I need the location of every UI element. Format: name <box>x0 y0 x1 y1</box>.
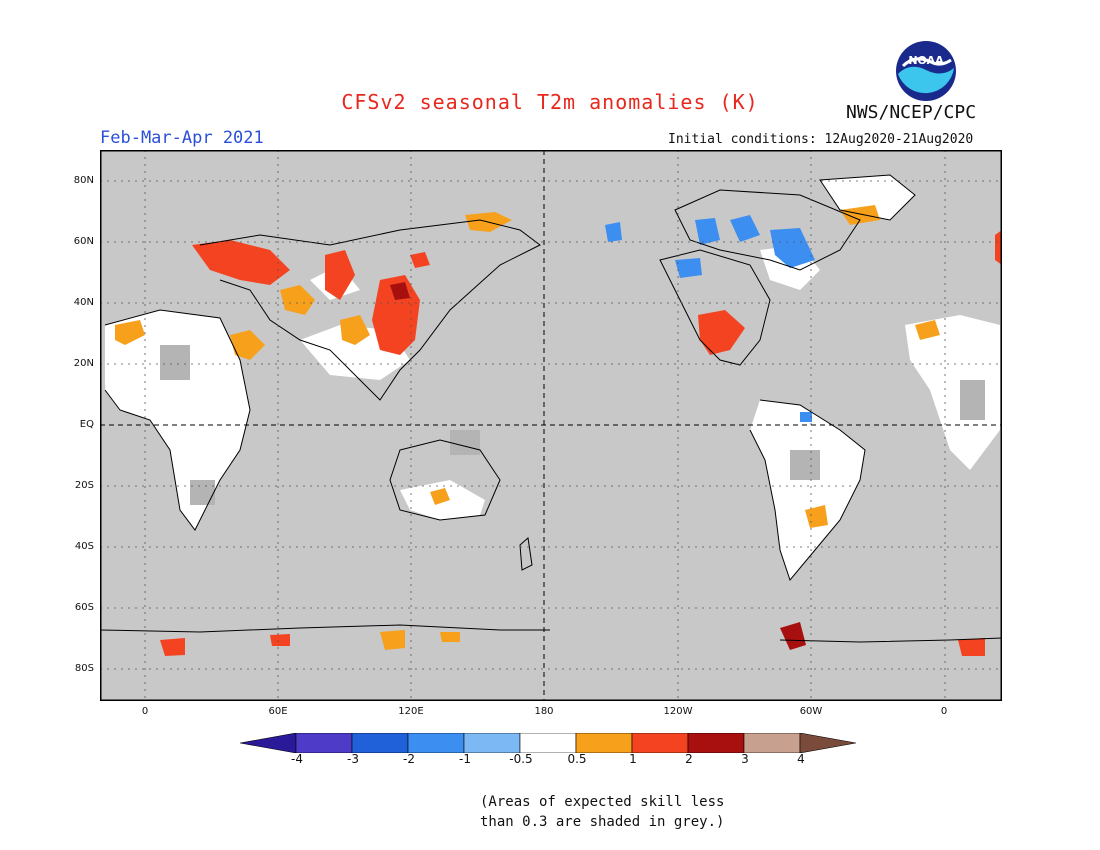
x-tick-label: 60E <box>268 706 288 717</box>
colorbar-cell <box>631 733 689 753</box>
colorbar-cell <box>743 733 801 753</box>
colorbar-cells <box>240 733 857 753</box>
initial-conditions: Initial conditions: 12Aug2020-21Aug2020 <box>668 132 974 147</box>
skill-note: (Areas of expected skill less than 0.3 a… <box>480 792 724 832</box>
colorbar-label: 4 <box>797 752 805 766</box>
anomaly-map <box>100 150 1002 701</box>
colorbar-cell <box>463 733 521 753</box>
colorbar <box>240 733 857 753</box>
colorbar-cell <box>240 733 297 753</box>
x-tick-label: 180 <box>534 706 554 717</box>
grid <box>100 150 1002 701</box>
noaa-logo: NOAA <box>896 41 956 101</box>
agency-label: NWS/NCEP/CPC <box>846 102 977 123</box>
map-title: CFSv2 seasonal T2m anomalies (K) <box>341 90 759 114</box>
x-tick-label: 120E <box>398 706 424 717</box>
forecast-period: Feb-Mar-Apr 2021 <box>100 128 264 148</box>
skill-note-line1: (Areas of expected skill less <box>480 794 725 810</box>
colorbar-cell <box>799 733 857 753</box>
colorbar-cell <box>295 733 353 753</box>
x-tick-label: 120W <box>663 706 693 717</box>
y-tick-label: 80S <box>74 663 94 674</box>
y-tick-label: EQ <box>79 419 94 430</box>
colorbar-cell <box>575 733 633 753</box>
colorbar-label: -1 <box>459 752 471 766</box>
cool-anomaly-patches <box>605 215 815 422</box>
colorbar-cell <box>407 733 465 753</box>
y-tick-label: 40N <box>73 297 94 308</box>
skill-note-line2: than 0.3 are shaded in grey.) <box>480 814 725 830</box>
x-tick-label: 0 <box>141 706 149 717</box>
colorbar-label: 2 <box>685 752 693 766</box>
y-tick-label: 80N <box>73 175 94 186</box>
colorbar-label: -2 <box>403 752 415 766</box>
colorbar-label: -3 <box>347 752 359 766</box>
y-tick-label: 40S <box>74 541 94 552</box>
y-tick-label: 20N <box>73 358 94 369</box>
land-white-areas <box>105 175 1000 580</box>
colorbar-label: -0.5 <box>509 752 533 766</box>
colorbar-label: 1 <box>629 752 637 766</box>
map-frame <box>100 150 1002 701</box>
colorbar-label: 0.5 <box>567 752 587 766</box>
colorbar-label: 3 <box>741 752 749 766</box>
low-skill-grey-patches <box>160 345 985 505</box>
x-tick-label: 60W <box>799 706 823 717</box>
y-tick-label: 20S <box>74 480 94 491</box>
logo-text: NOAA <box>908 54 944 67</box>
y-tick-label: 60S <box>74 602 94 613</box>
colorbar-cell <box>351 733 409 753</box>
y-tick-label: 60N <box>73 236 94 247</box>
colorbar-cell <box>687 733 745 753</box>
colorbar-label: -4 <box>291 752 303 766</box>
colorbar-cell <box>519 733 577 753</box>
warm-anomaly-patches <box>115 205 1002 656</box>
x-tick-label: 0 <box>940 706 948 717</box>
coastlines <box>100 174 1002 643</box>
